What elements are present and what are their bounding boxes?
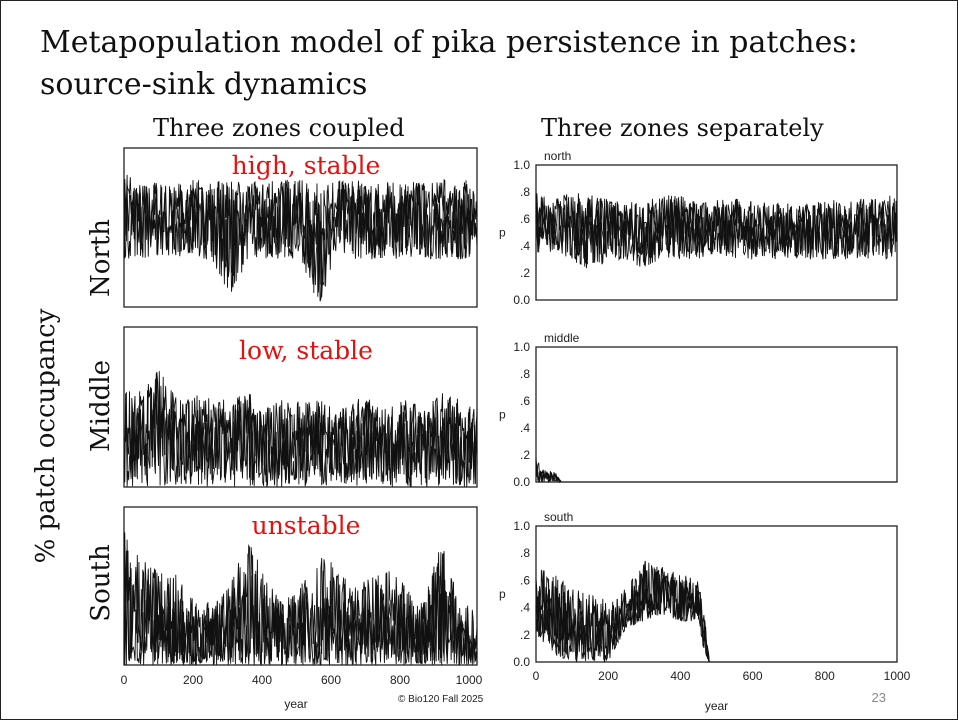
y-tick-label: 1.0 bbox=[513, 158, 530, 172]
slide-title: Metapopulation model of pika persistence… bbox=[40, 25, 858, 102]
x-tick-label: 800 bbox=[815, 669, 835, 683]
panel-title-separate-north: north bbox=[544, 149, 571, 163]
series-line-coupled-middle bbox=[123, 385, 478, 488]
series-line-separate-south bbox=[535, 562, 897, 663]
right-column-header: Three zones separately bbox=[541, 114, 824, 142]
x-tick-label: 1000 bbox=[884, 669, 911, 683]
annotation-north: high, stable bbox=[231, 151, 381, 180]
panel-title-separate-south: south bbox=[544, 510, 573, 524]
x-tick-label: 200 bbox=[598, 669, 618, 683]
series-line-coupled-south bbox=[123, 531, 478, 666]
series-line-separate-middle bbox=[535, 457, 897, 483]
footer-copyright: © Bio120 Fall 2025 bbox=[398, 694, 484, 705]
x-tick-label: 1000 bbox=[456, 673, 483, 687]
annotation-south: unstable bbox=[251, 511, 361, 540]
x-tick-label: 0 bbox=[121, 673, 128, 687]
series-line-separate-north bbox=[535, 193, 898, 267]
y-tick-label: .8 bbox=[520, 546, 530, 560]
y-tick-label: .2 bbox=[520, 266, 530, 280]
y-tick-label: 1.0 bbox=[513, 519, 530, 533]
y-tick-label: .4 bbox=[520, 601, 530, 615]
annotation-middle: low, stable bbox=[239, 336, 373, 365]
y-tick-label: 0.0 bbox=[513, 475, 530, 489]
x-tick-label: 400 bbox=[670, 669, 690, 683]
series-line-separate-middle bbox=[535, 469, 897, 484]
y-tick-label: .8 bbox=[520, 185, 530, 199]
y-tick-label: .2 bbox=[520, 628, 530, 642]
y-label-separate-south: p bbox=[499, 587, 506, 601]
series-line-separate-middle bbox=[535, 468, 897, 484]
plot-frame-coupled-middle bbox=[123, 326, 478, 488]
y-tick-label: .4 bbox=[520, 421, 530, 435]
y-tick-label: .2 bbox=[520, 448, 530, 462]
y-tick-label: .6 bbox=[520, 394, 530, 408]
page-number: 23 bbox=[871, 690, 886, 705]
x-tick-label: 200 bbox=[183, 673, 203, 687]
y-tick-label: .8 bbox=[520, 367, 530, 381]
x-tick-label: 400 bbox=[252, 673, 272, 687]
x-axis-label: year bbox=[705, 699, 728, 713]
x-tick-label: 800 bbox=[390, 673, 410, 687]
y-label-separate-middle: p bbox=[499, 408, 506, 422]
y-tick-label: 1.0 bbox=[513, 340, 530, 354]
y-tick-label: 0.0 bbox=[513, 293, 530, 307]
x-tick-label: 600 bbox=[743, 669, 763, 683]
y-tick-label: .6 bbox=[520, 212, 530, 226]
y-tick-label: .6 bbox=[520, 573, 530, 587]
left-column-header: Three zones coupled bbox=[153, 114, 405, 142]
plot-frame-separate-middle bbox=[535, 346, 898, 483]
x-tick-label: 600 bbox=[321, 673, 341, 687]
x-axis-label: year bbox=[284, 697, 307, 711]
series-line-coupled-north bbox=[123, 174, 478, 293]
x-tick-label: 0 bbox=[533, 669, 540, 683]
series-line-coupled-south bbox=[123, 547, 478, 667]
series-line-separate-south bbox=[535, 568, 897, 663]
series-line-separate-north bbox=[535, 195, 898, 266]
y-tick-label: .4 bbox=[520, 239, 530, 253]
series-line-separate-middle bbox=[535, 460, 897, 484]
y-label-separate-north: p bbox=[499, 226, 506, 240]
panel-title-separate-middle: middle bbox=[544, 331, 580, 345]
y-tick-label: 0.0 bbox=[513, 655, 530, 669]
